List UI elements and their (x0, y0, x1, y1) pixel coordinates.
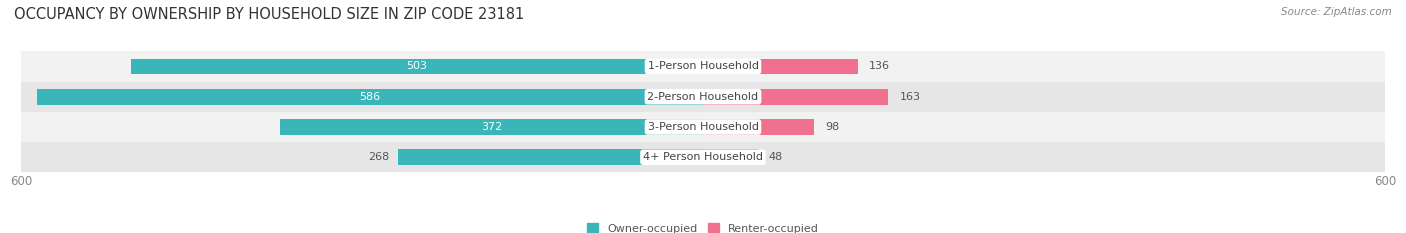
Text: 4+ Person Household: 4+ Person Household (643, 152, 763, 162)
Text: 48: 48 (769, 152, 783, 162)
Text: 136: 136 (869, 62, 890, 71)
Text: 1-Person Household: 1-Person Household (648, 62, 758, 71)
Bar (21, 51, 1385, 82)
Bar (131, 58, 703, 74)
Bar (21, 82, 1385, 112)
Text: 3-Person Household: 3-Person Household (648, 122, 758, 132)
Bar (280, 119, 703, 135)
Legend: Owner-occupied, Renter-occupied: Owner-occupied, Renter-occupied (586, 223, 820, 233)
Text: 268: 268 (368, 152, 389, 162)
Text: OCCUPANCY BY OWNERSHIP BY HOUSEHOLD SIZE IN ZIP CODE 23181: OCCUPANCY BY OWNERSHIP BY HOUSEHOLD SIZE… (14, 7, 524, 22)
Bar (398, 149, 703, 165)
Bar (703, 58, 858, 74)
Text: 586: 586 (360, 92, 381, 102)
Text: 2-Person Household: 2-Person Household (647, 92, 759, 102)
Text: Source: ZipAtlas.com: Source: ZipAtlas.com (1281, 7, 1392, 17)
Text: 163: 163 (900, 92, 921, 102)
Bar (21, 112, 1385, 142)
Bar (703, 119, 814, 135)
Text: 503: 503 (406, 62, 427, 71)
Bar (21, 142, 1385, 172)
Bar (37, 89, 703, 105)
Text: 98: 98 (825, 122, 839, 132)
Bar (703, 89, 889, 105)
Text: 372: 372 (481, 122, 502, 132)
Bar (703, 149, 758, 165)
